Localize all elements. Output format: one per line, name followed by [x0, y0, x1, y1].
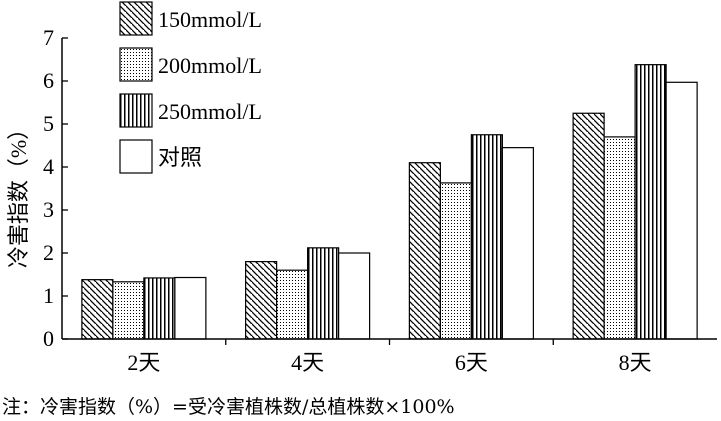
x-tick-label: 6天 [455, 350, 488, 375]
bar [112, 281, 145, 340]
bar [603, 136, 636, 340]
bar [307, 247, 340, 340]
y-tick-label: 7 [43, 25, 54, 50]
legend-swatch [119, 1, 153, 36]
bar [338, 252, 371, 340]
bar [501, 147, 534, 340]
bar [245, 261, 278, 340]
y-tick-label: 1 [43, 283, 54, 308]
legend-label: 200mmol/L [158, 53, 262, 78]
x-tick-label: 8天 [619, 350, 652, 375]
y-axis: 0 1 2 3 4 5 6 7 [43, 25, 68, 351]
bar [174, 276, 207, 340]
x-tick-label: 2天 [127, 350, 160, 375]
legend-swatch [119, 139, 153, 174]
bar [665, 81, 698, 340]
bars [81, 64, 698, 340]
legend-label: 250mmol/L [158, 99, 262, 124]
legend-swatch [119, 93, 153, 128]
bar [470, 134, 503, 340]
bar [439, 182, 472, 340]
y-tick-label: 0 [43, 326, 54, 351]
x-axis: 2天 4天 6天 8天 [62, 338, 717, 375]
bar [572, 112, 605, 340]
bar [408, 162, 441, 340]
bar [276, 269, 309, 340]
y-tick-label: 4 [43, 154, 54, 179]
bar-chart: 0 1 2 3 4 5 6 7 2天 4天 6天 8天 150mmol/L 200mmol/L 250m… [6, 1, 717, 375]
y-tick-label: 5 [43, 111, 54, 136]
legend: 150mmol/L 200mmol/L 250mmol/L 对照 [119, 1, 262, 174]
legend-label: 对照 [158, 145, 202, 170]
footnote: 注：冷害指数（%）=受冷害植株数/总植株数×100% [2, 396, 455, 418]
bar [81, 279, 114, 340]
y-tick-label: 3 [43, 197, 54, 222]
y-tick-label: 6 [43, 68, 54, 93]
x-tick-label: 4天 [291, 350, 324, 375]
legend-label: 150mmol/L [158, 7, 262, 32]
y-axis-label: 冷害指数（%） [6, 118, 31, 268]
y-tick-label: 2 [43, 240, 54, 265]
bar [143, 277, 176, 340]
legend-swatch [119, 47, 153, 82]
bar [634, 64, 667, 340]
